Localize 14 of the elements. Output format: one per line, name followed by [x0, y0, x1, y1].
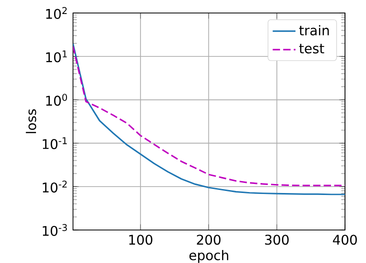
legend-label: test [299, 44, 324, 54]
x-tick-label: 300 [265, 234, 289, 245]
x-tick-label: 100 [129, 234, 152, 245]
y-axis-title: loss [26, 109, 36, 134]
x-tick-label: 200 [196, 234, 221, 245]
y-tick-label: 10$^{-1}$ [42, 137, 67, 150]
x-axis-title: epoch [189, 250, 228, 263]
y-tick-label: 10$^{0}$ [46, 94, 67, 106]
y-tick-label: 10$^{1}$ [46, 50, 67, 62]
legend-label: train [299, 25, 329, 36]
y-tick-label: 10$^{2}$ [46, 7, 67, 19]
x-tick-label: 400 [332, 234, 357, 245]
y-tick-label: 10$^{-2}$ [42, 180, 67, 193]
y-tick-label: 10$^{-3}$ [42, 224, 67, 236]
